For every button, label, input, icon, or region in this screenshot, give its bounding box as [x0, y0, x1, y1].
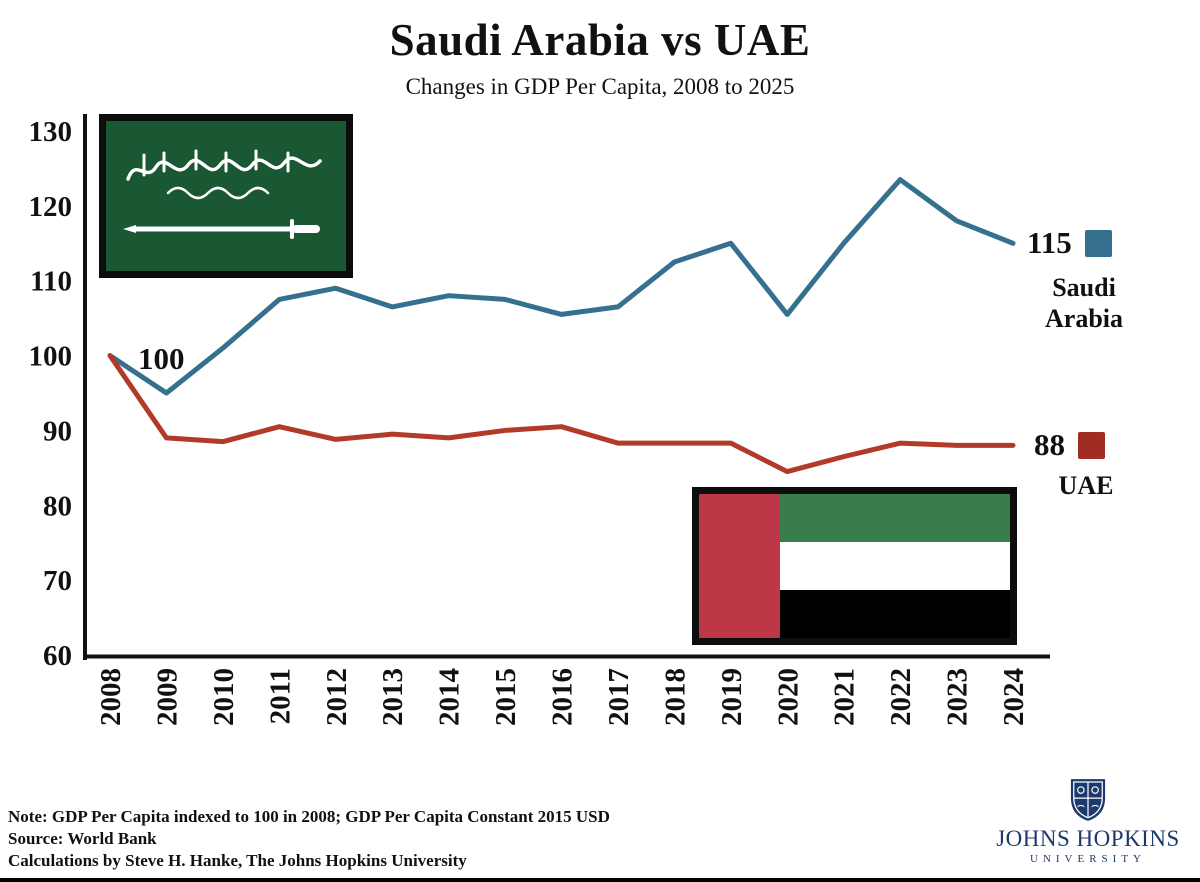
- x-tick-label: 2008: [95, 668, 127, 726]
- y-tick-label: 100: [29, 341, 73, 373]
- jhu-wordmark: JOHNS HOPKINS: [996, 826, 1180, 851]
- jhu-shield-icon: [1070, 779, 1106, 821]
- saudi-series-name: Saudi Arabia: [1028, 272, 1140, 334]
- x-tick-label: 2024: [998, 668, 1030, 726]
- saudi-arabia-flag-icon: [99, 114, 353, 278]
- saudi-legend-swatch: [1084, 229, 1112, 257]
- uae-series-name: UAE: [1058, 471, 1114, 500]
- page-title: Saudi Arabia vs UAE: [389, 15, 811, 65]
- footer-calculations: Calculations by Steve H. Hanke, The John…: [8, 851, 467, 870]
- footer-note: Note: GDP Per Capita indexed to 100 in 2…: [8, 807, 610, 826]
- uae-flag-green-band: [779, 494, 1010, 542]
- y-tick-label: 70: [43, 565, 72, 597]
- x-tick-label: 2023: [942, 668, 974, 726]
- uae-flag-red-band: [699, 494, 780, 638]
- jhu-university-label: UNIVERSITY: [1030, 853, 1146, 865]
- x-tick-label: 2009: [151, 668, 183, 726]
- bottom-border-bar: [0, 878, 1200, 882]
- y-tick-label: 120: [29, 191, 73, 223]
- series-line-uae: [107, 353, 1016, 475]
- y-tick-label: 130: [29, 116, 73, 148]
- x-tick-label: 2012: [321, 668, 353, 726]
- sword-tip: [123, 225, 136, 233]
- page-subtitle: Changes in GDP Per Capita, 2008 to 2025: [405, 74, 795, 99]
- saudi-flag-art: [123, 149, 322, 239]
- y-tick-label: 90: [43, 415, 72, 447]
- x-tick-label: 2019: [716, 668, 748, 726]
- start-value-label: 100: [138, 341, 185, 376]
- footer-source: Source: World Bank: [8, 829, 157, 848]
- uae-flag-white-band: [779, 542, 1010, 590]
- uae-flag-icon: [692, 487, 1017, 645]
- x-tick-label: 2022: [885, 668, 917, 726]
- x-tick-label: 2010: [208, 668, 240, 726]
- uae-end-value: 88: [1034, 427, 1065, 462]
- saudi-series-name-line2: Arabia: [1045, 304, 1123, 333]
- x-tick-label: 2014: [434, 668, 466, 726]
- y-tick-label: 60: [43, 640, 72, 672]
- uae-flag-bands: [779, 494, 1010, 638]
- saudi-series-name-line1: Saudi: [1052, 273, 1116, 302]
- x-tick-label: 2015: [490, 668, 522, 726]
- x-tick-label: 2017: [603, 668, 635, 726]
- footer-notes: Note: GDP Per Capita indexed to 100 in 2…: [8, 806, 610, 872]
- series-line-saudi-arabia: [107, 177, 1016, 396]
- uae-flag-black-band: [779, 590, 1010, 638]
- saudi-end-label: 115: [1027, 225, 1112, 260]
- y-tick-label: 110: [30, 266, 72, 298]
- y-tick-label: 80: [43, 490, 72, 522]
- x-tick-label: 2020: [772, 668, 804, 726]
- saudi-end-value: 115: [1027, 225, 1072, 260]
- johns-hopkins-logo: JOHNS HOPKINS UNIVERSITY: [988, 776, 1188, 865]
- x-tick-label: 2021: [829, 668, 861, 726]
- x-tick-label: 2016: [547, 668, 579, 726]
- uae-end-label: 88: [1034, 427, 1105, 462]
- x-tick-label: 2018: [659, 668, 691, 726]
- x-tick-label: 2013: [377, 668, 409, 726]
- x-tick-label: 2011: [264, 668, 296, 724]
- uae-legend-swatch: [1078, 431, 1105, 459]
